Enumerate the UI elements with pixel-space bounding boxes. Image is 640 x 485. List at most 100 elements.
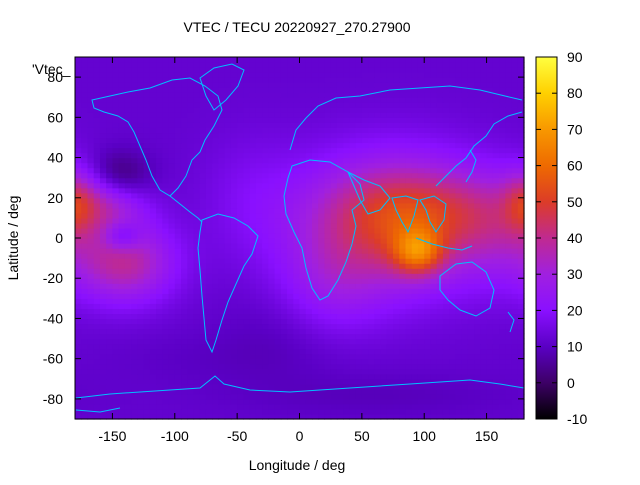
heatmap-cell (249, 167, 257, 174)
heatmap-cell (268, 288, 276, 294)
heatmap-cell (399, 77, 407, 83)
heatmap-cell (449, 222, 457, 229)
heatmap-cell (237, 328, 244, 335)
heatmap-cell (174, 197, 182, 204)
heatmap-cell (305, 202, 313, 209)
heatmap-cell (299, 258, 307, 264)
heatmap-cell (336, 132, 344, 139)
heatmap-cell (361, 328, 369, 335)
heatmap-cell (237, 278, 244, 284)
heatmap-cell (442, 263, 450, 269)
heatmap-cell (430, 162, 438, 169)
heatmap-cell (274, 162, 282, 169)
heatmap-cell (118, 182, 126, 189)
heatmap-cell (249, 323, 257, 330)
heatmap-cell (442, 298, 450, 304)
heatmap-cell (417, 232, 425, 239)
heatmap-cell (343, 157, 350, 164)
heatmap-cell (474, 398, 481, 405)
heatmap-cell (280, 117, 288, 123)
heatmap-cell (461, 248, 469, 254)
heatmap-cell (137, 263, 145, 269)
heatmap-cell (124, 363, 132, 370)
heatmap-cell (268, 268, 276, 274)
heatmap-cell (405, 132, 413, 139)
heatmap-cell (162, 413, 170, 420)
heatmap-cell (305, 227, 313, 234)
heatmap-cell (399, 368, 407, 375)
heatmap-cell (324, 122, 332, 128)
heatmap-cell (268, 132, 276, 139)
heatmap-cell (274, 353, 282, 360)
heatmap-cell (511, 162, 519, 169)
heatmap-cell (287, 398, 294, 405)
heatmap-cell (124, 318, 132, 325)
heatmap-cell (137, 97, 145, 103)
heatmap-cell (399, 232, 407, 239)
heatmap-cell (124, 162, 132, 169)
heatmap-cell (517, 338, 525, 345)
heatmap-cell (143, 202, 151, 209)
heatmap-cell (424, 318, 432, 325)
heatmap-cell (168, 167, 176, 174)
heatmap-cell (318, 328, 326, 335)
heatmap-cell (399, 318, 407, 325)
heatmap-cell (280, 97, 288, 103)
heatmap-cell (93, 202, 101, 209)
heatmap-cell (131, 358, 138, 365)
heatmap-cell (492, 232, 500, 239)
heatmap-cell (474, 268, 481, 274)
heatmap-cell (517, 177, 525, 184)
heatmap-cell (149, 348, 157, 355)
heatmap-cell (131, 263, 138, 269)
heatmap-cell (474, 408, 481, 415)
heatmap-cell (399, 87, 407, 93)
heatmap-cell (474, 253, 481, 259)
heatmap-cell (424, 147, 432, 154)
heatmap-cell (474, 283, 481, 289)
heatmap-cell (193, 348, 201, 355)
heatmap-cell (187, 383, 195, 390)
heatmap-cell (137, 273, 145, 279)
heatmap-cell (81, 222, 89, 229)
heatmap-cell (480, 97, 488, 103)
heatmap-cell (255, 192, 263, 199)
heatmap-cell (187, 147, 195, 154)
heatmap-cell (374, 378, 382, 385)
heatmap-cell (499, 268, 506, 274)
heatmap-cell (224, 413, 232, 420)
heatmap-cell (393, 117, 400, 123)
heatmap-cell (112, 107, 120, 113)
heatmap-cell (505, 343, 513, 350)
heatmap-cell (124, 102, 132, 108)
heatmap-cell (461, 408, 469, 415)
heatmap-cell (349, 283, 357, 289)
heatmap-cell (505, 227, 513, 234)
heatmap-cell (330, 323, 338, 330)
heatmap-cell (193, 378, 201, 385)
heatmap-cell (349, 358, 357, 365)
heatmap-cell (193, 373, 201, 380)
heatmap-cell (436, 212, 444, 219)
heatmap-cell (174, 348, 182, 355)
heatmap-cell (436, 147, 444, 154)
heatmap-cell (499, 368, 506, 375)
heatmap-cell (143, 373, 151, 380)
heatmap-cell (517, 303, 525, 309)
heatmap-cell (262, 268, 269, 274)
heatmap-cell (156, 97, 163, 103)
heatmap-cell (455, 243, 463, 249)
heatmap-cell (193, 383, 201, 390)
heatmap-cell (417, 313, 425, 320)
heatmap-cell (230, 238, 238, 244)
heatmap-cell (486, 258, 494, 264)
heatmap-cell (511, 403, 519, 410)
heatmap-cell (287, 283, 294, 289)
heatmap-cell (75, 147, 82, 154)
heatmap-cell (436, 248, 444, 254)
heatmap-cell (343, 263, 350, 269)
heatmap-cell (212, 398, 220, 405)
heatmap-cell (124, 202, 132, 209)
heatmap-cell (361, 268, 369, 274)
heatmap-cell (99, 273, 107, 279)
